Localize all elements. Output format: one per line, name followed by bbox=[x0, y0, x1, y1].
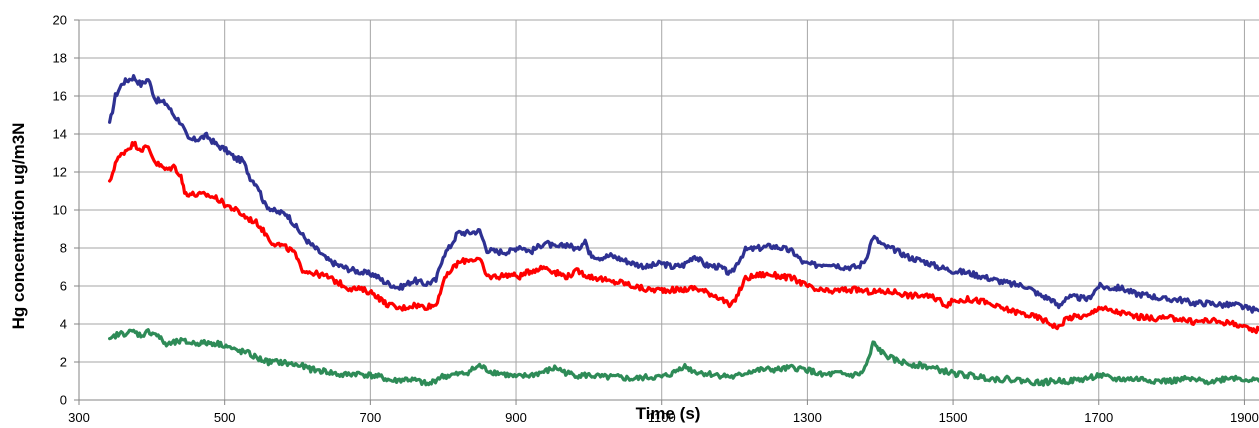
x-tick-label: 500 bbox=[214, 410, 236, 425]
y-tick-label: 2 bbox=[60, 355, 67, 370]
x-tick-label: 700 bbox=[360, 410, 382, 425]
x-axis-title: Time (s) bbox=[636, 404, 701, 423]
series-line-red bbox=[108, 140, 1259, 335]
x-tick-label: 900 bbox=[505, 410, 527, 425]
y-tick-label: 14 bbox=[53, 127, 67, 142]
y-tick-label: 16 bbox=[53, 89, 67, 104]
y-tick-label: 0 bbox=[60, 393, 67, 408]
tick-labels: 0 2 4 6 8 10 12 14 16 18 20 300 500 700 900 1100 1300 150… bbox=[53, 13, 1259, 426]
gridlines bbox=[79, 19, 1259, 400]
x-tick-label: 1500 bbox=[939, 410, 968, 425]
y-tick-label: 8 bbox=[60, 241, 67, 256]
y-tick-label: 4 bbox=[60, 317, 67, 332]
x-tick-label: 1100 bbox=[648, 410, 676, 425]
series-line-blue bbox=[108, 74, 1259, 314]
x-tick-label: 1700 bbox=[1084, 410, 1113, 425]
series-line-green bbox=[108, 328, 1259, 387]
y-tick-label: 6 bbox=[60, 279, 67, 294]
y-tick-label: 12 bbox=[53, 165, 67, 180]
x-tick-label: 1300 bbox=[793, 410, 822, 425]
y-tick-label: 10 bbox=[53, 203, 67, 218]
y-tick-label: 20 bbox=[53, 13, 67, 28]
data-series bbox=[108, 74, 1259, 387]
y-axis-title: Hg concentration ug/m3N bbox=[9, 123, 28, 330]
x-tick-label: 300 bbox=[68, 410, 90, 425]
y-tick-label: 18 bbox=[53, 51, 67, 66]
x-tick-label: 1900 bbox=[1230, 410, 1259, 425]
axes bbox=[74, 19, 1259, 405]
